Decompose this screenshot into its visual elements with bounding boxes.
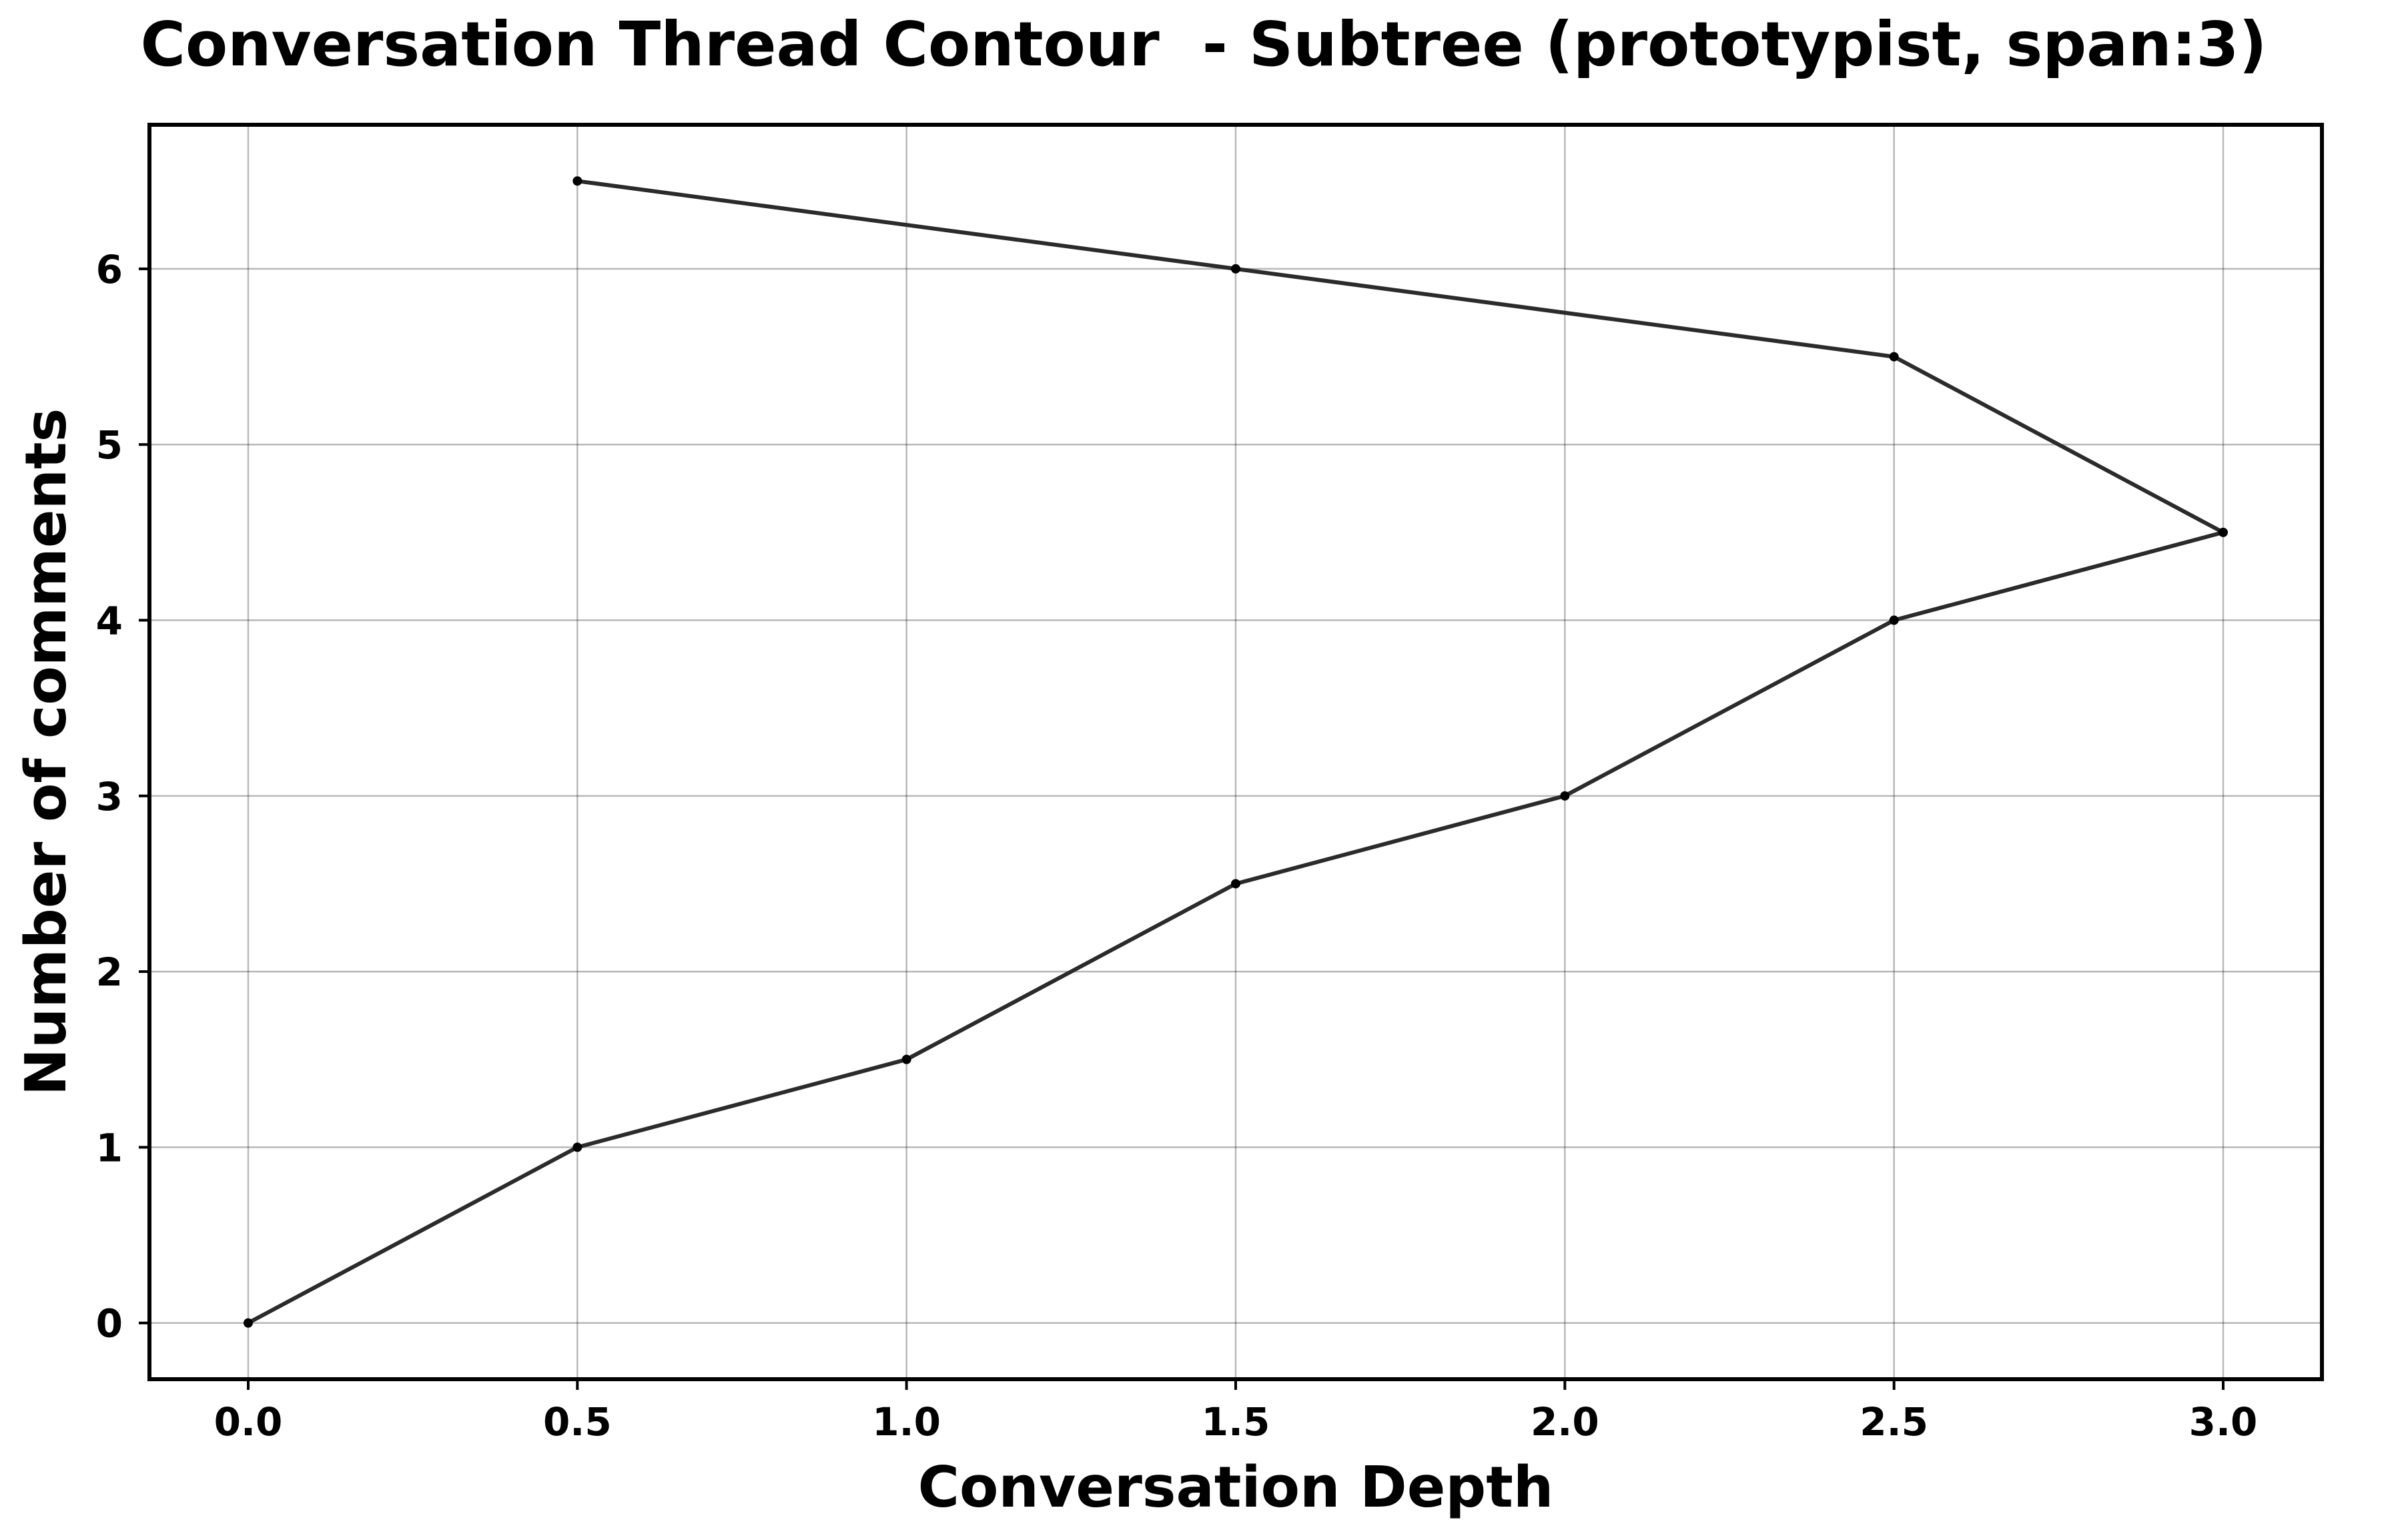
y-axis-label: Number of comments <box>13 408 79 1096</box>
data-point <box>1560 791 1570 801</box>
data-point <box>244 1318 253 1328</box>
x-tick-label: 2.0 <box>1531 1399 1599 1445</box>
data-point <box>1889 615 1899 625</box>
x-tick-label: 1.0 <box>872 1399 941 1445</box>
y-tick-label: 3 <box>96 774 123 819</box>
y-tick-label: 1 <box>96 1125 123 1170</box>
x-tick-label: 3.0 <box>2189 1399 2258 1445</box>
data-point <box>1231 264 1240 274</box>
data-point <box>901 1054 911 1064</box>
chart-title: Conversation Thread Contour - Subtree (p… <box>140 9 2267 80</box>
y-tick-label: 5 <box>96 422 123 468</box>
series-layer <box>244 176 2228 1328</box>
x-axis-label: Conversation Depth <box>918 1455 1554 1521</box>
data-point <box>572 1142 582 1152</box>
x-tick-label: 0.5 <box>543 1399 612 1445</box>
x-tick-label: 1.5 <box>1202 1399 1270 1445</box>
data-point <box>572 176 582 186</box>
y-tick-label: 0 <box>96 1301 123 1347</box>
y-tick-label: 6 <box>96 247 123 292</box>
data-point <box>2219 527 2228 537</box>
series-line <box>246 179 2225 1325</box>
axis-ticks: 0.0 0.5 1.0 1.5 2.0 2.5 3.0 0 1 2 3 4 5 6 <box>96 247 2258 1445</box>
data-point <box>1889 352 1899 362</box>
y-tick-label: 4 <box>96 599 123 644</box>
x-tick-label: 2.5 <box>1860 1399 1928 1445</box>
y-tick-label: 2 <box>96 949 123 995</box>
data-point <box>1231 879 1240 889</box>
x-tick-label: 0.0 <box>214 1399 283 1445</box>
grid <box>149 125 2322 1379</box>
